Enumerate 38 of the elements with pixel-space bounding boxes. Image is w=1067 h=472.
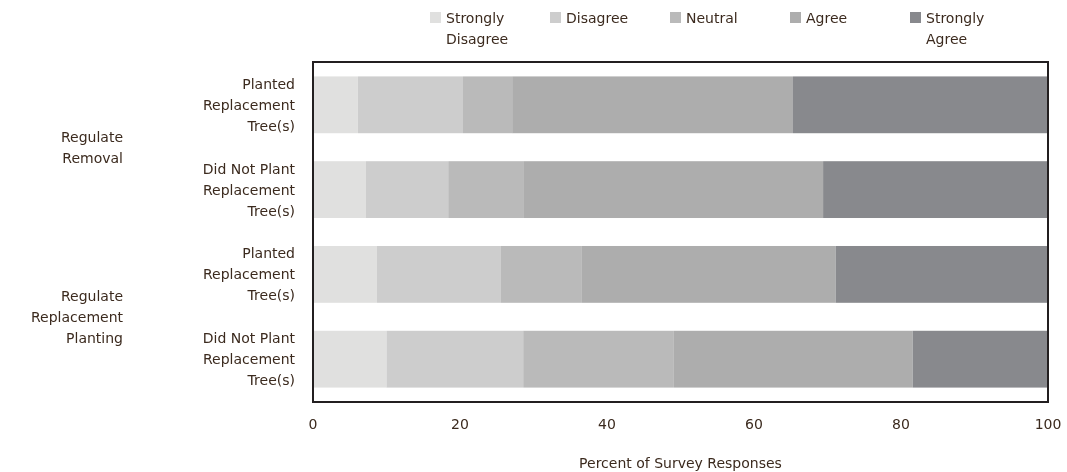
x-tick-label: 0 [308,416,318,432]
bar [365,161,449,219]
text: Regulate Replacement Planting [31,287,124,346]
bar [823,161,1048,219]
text: Regulate Removal [60,128,123,166]
bar [386,330,524,388]
y-tick-label: Did Not Plant Replacement Tree(s) [202,160,296,219]
legend-label: Disagree [566,10,629,26]
x-axis-title: Percent of Survey Responses [579,455,782,471]
bar [523,330,674,388]
bar [512,76,793,134]
bar [500,245,582,303]
bar [357,76,463,134]
x-tick-label: 60 [745,416,763,432]
x-tick-label: 20 [451,416,469,432]
bar [376,245,501,303]
legend-label: Strongly Disagree [446,10,509,47]
y-tick-label: Planted Replacement Tree(s) [203,245,296,304]
x-tick-label: 40 [598,416,616,432]
bar [313,161,366,219]
bar [313,76,358,134]
bar [313,245,377,303]
bar [835,245,1048,303]
bar [673,330,913,388]
legend-label: Agree [806,10,848,26]
bar [313,330,387,388]
bar [581,245,836,303]
bar [792,76,1048,134]
bar [523,161,824,219]
legend-label: Neutral [686,10,738,26]
y-tick-label: Planted Replacement Tree(s) [203,75,296,134]
bar [448,161,524,219]
x-tick-label: 100 [1034,416,1062,432]
y-tick-label: Did Not Plant Replacement Tree(s) [202,330,296,389]
x-tick-label: 80 [892,416,910,432]
bar [462,76,513,134]
bar [912,330,1048,388]
legend-label: Strongly Agree [926,10,985,47]
